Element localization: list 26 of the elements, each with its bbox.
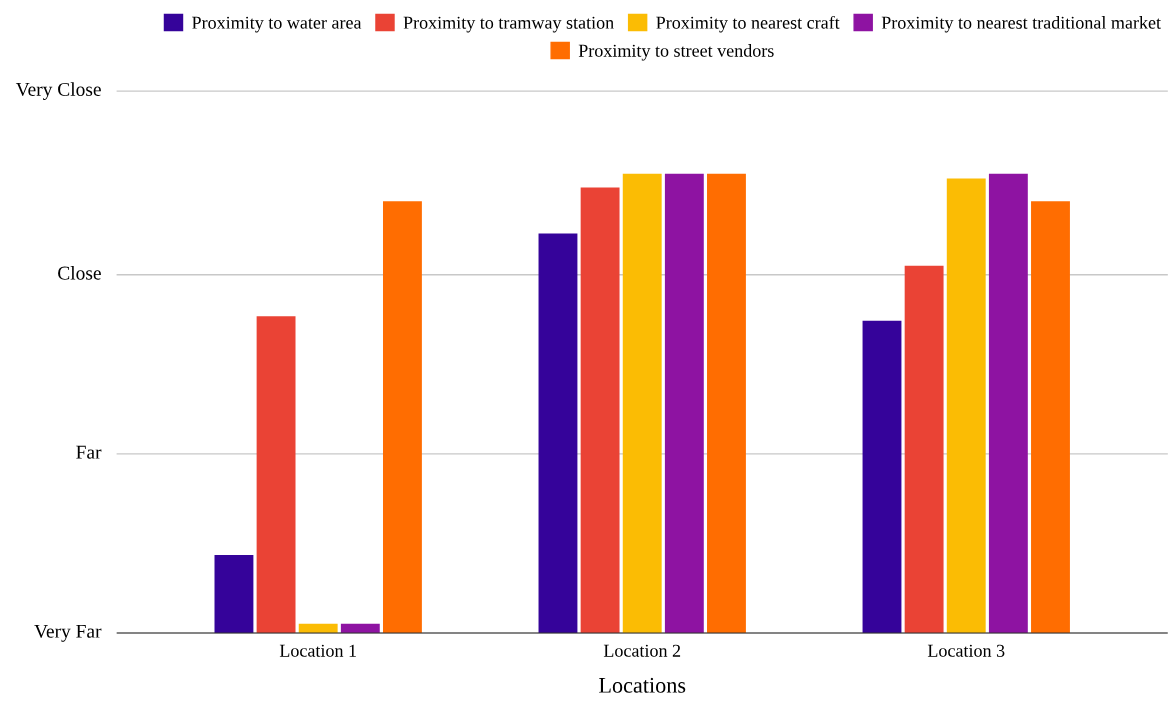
bar xyxy=(664,173,704,633)
x-axis-title: Locations xyxy=(599,677,686,693)
bar xyxy=(383,201,422,633)
ref-line-label: Close xyxy=(58,266,101,280)
bar xyxy=(214,554,254,633)
bar xyxy=(862,320,902,633)
ref-line-label: Very Close xyxy=(15,82,101,100)
bar xyxy=(707,173,746,633)
bar xyxy=(580,187,620,633)
bar xyxy=(1031,201,1070,633)
bar xyxy=(904,265,944,633)
legend-label: Proximity to water area xyxy=(192,16,362,33)
bar xyxy=(622,173,662,633)
legend-label: Proximity to nearest craft xyxy=(656,15,840,33)
x-tick-label: Location 1 xyxy=(279,644,356,657)
bar xyxy=(256,316,296,633)
x-tick-label: Location 2 xyxy=(603,644,681,657)
x-tick-label: Location 3 xyxy=(927,644,1005,657)
legend-label: Proximity to tramway station xyxy=(403,16,614,33)
bar xyxy=(538,233,578,633)
legend-label: Proximity to nearest traditional market xyxy=(881,16,1161,33)
legend-label: Proximity to street vendors xyxy=(578,44,774,61)
ref-line-label: Far xyxy=(76,445,102,459)
ref-line-label: Very Far xyxy=(34,624,102,642)
bar xyxy=(988,173,1028,633)
bar xyxy=(946,178,986,633)
